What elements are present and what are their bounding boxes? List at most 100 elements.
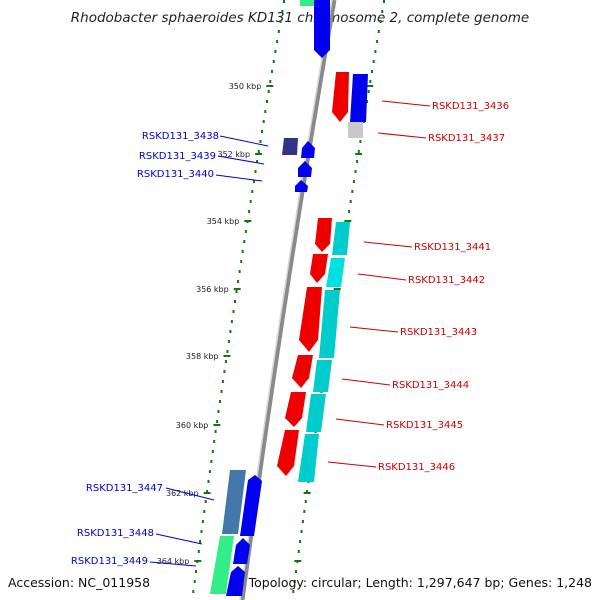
scale-tick-mark <box>303 492 311 494</box>
gene-cyan-3443[interactable] <box>319 290 340 358</box>
scale-dot <box>269 80 272 83</box>
scale-tick-mark <box>355 153 363 155</box>
scale-dot <box>235 290 238 293</box>
gene-3447-steel[interactable] <box>222 470 246 534</box>
gene-cyan-3444[interactable] <box>313 360 332 392</box>
gene-labels-right: RSKD131_3436 RSKD131_3437 RSKD131_3441 R… <box>378 101 509 473</box>
scale-tick-label: 352 kbp <box>217 150 250 159</box>
gene-label[interactable]: RSKD131_3443 <box>400 327 477 338</box>
scale-tick-label: 356 kbp <box>196 285 229 294</box>
gene-3438[interactable] <box>282 138 298 155</box>
scale-dot <box>241 250 244 253</box>
gene-3444[interactable] <box>292 355 313 388</box>
topology-text: Topology: circular; Length: 1,297,647 bp… <box>248 575 592 590</box>
gene-label[interactable]: RSKD131_3449 <box>71 556 148 567</box>
gene-3441[interactable] <box>315 218 332 252</box>
gene-label[interactable]: RSKD131_3446 <box>378 462 455 473</box>
gene-3439[interactable] <box>301 141 315 158</box>
gene-3436[interactable] <box>332 72 349 122</box>
scale-dot <box>232 310 235 313</box>
gene-3435-reverse[interactable] <box>314 0 330 58</box>
scale-dot <box>224 360 227 363</box>
scale-tick-mark <box>203 492 211 494</box>
scale-dot <box>257 150 260 153</box>
scale-dot <box>214 430 217 433</box>
scale-dot <box>238 270 241 273</box>
scale-dot <box>261 130 263 133</box>
scale-dot <box>216 420 219 423</box>
gene-green-top[interactable] <box>300 0 314 6</box>
gene-label[interactable]: RSKD131_3441 <box>414 242 491 253</box>
scale-dot <box>223 370 226 373</box>
gene-label[interactable]: RSKD131_3439 <box>139 151 216 162</box>
scale-dot <box>199 540 202 543</box>
scale-tick-label: 358 kbp <box>186 352 219 361</box>
gene-3448-green[interactable] <box>210 536 234 594</box>
scale-dot <box>306 490 309 493</box>
scale-tick-label: 362 kbp <box>166 489 199 498</box>
scale-tick-mark <box>213 424 221 426</box>
scale-tick-mark <box>366 85 374 87</box>
gene-3437[interactable] <box>350 74 368 122</box>
gene-label[interactable]: RSKD131_3444 <box>392 380 469 391</box>
gene-cyan-3441[interactable] <box>332 222 350 255</box>
scale-ticks: 350 kbp 352 kbp 354 kbp 356 kbp 358 kbp 360 k… <box>157 82 374 566</box>
gene-label[interactable]: RSKD131_3438 <box>142 131 219 142</box>
scale-dot <box>266 100 268 103</box>
scale-dot <box>379 20 382 23</box>
scale-dot <box>367 90 370 93</box>
scale-dot <box>267 90 270 93</box>
scale-tick-mark <box>344 220 352 222</box>
scale-dot <box>243 240 246 243</box>
gene-3446[interactable] <box>277 430 299 476</box>
scale-dot <box>210 460 213 463</box>
scale-dot <box>259 140 262 143</box>
scale-dot <box>304 500 307 503</box>
scale-tick-mark <box>294 560 302 562</box>
gene-3449[interactable] <box>226 566 245 596</box>
scale-dot <box>217 410 220 413</box>
gene-cyan-3446[interactable] <box>298 434 319 482</box>
scale-dot <box>237 280 240 283</box>
scale-dot <box>279 20 282 23</box>
scale-dot <box>204 500 207 503</box>
scale-dot <box>213 440 216 443</box>
scale-dot <box>354 170 357 173</box>
scale-tick-label: 364 kbp <box>157 557 190 566</box>
gene-3443[interactable] <box>299 287 322 352</box>
scale-dot <box>371 70 373 73</box>
gene-3442[interactable] <box>310 254 328 283</box>
gene-label[interactable]: RSKD131_3445 <box>386 420 463 431</box>
gene-label[interactable]: RSKD131_3437 <box>428 133 505 144</box>
scale-dot <box>299 540 302 543</box>
gene-3437-grey[interactable] <box>348 122 363 138</box>
scale-dot <box>281 10 284 13</box>
gene-label[interactable]: RSKD131_3440 <box>137 169 214 180</box>
map-title: Rhodobacter sphaeroides KD131 chromosome… <box>70 10 530 26</box>
gene-label[interactable]: RSKD131_3436 <box>432 101 509 112</box>
scale-dot <box>249 200 252 203</box>
scale-dot <box>203 510 206 513</box>
gene-cyan-3445[interactable] <box>306 394 326 432</box>
scale-dot <box>244 230 247 233</box>
gene-3447[interactable] <box>240 475 262 536</box>
scale-dot <box>264 110 267 113</box>
scale-dot <box>356 160 359 163</box>
scale-dot <box>351 190 354 193</box>
scale-dot <box>297 550 300 553</box>
scale-dot <box>252 180 255 183</box>
scale-dot <box>195 570 197 573</box>
gene-3448[interactable] <box>233 538 250 564</box>
scale-tick-mark <box>194 560 202 562</box>
gene-cyan-3442[interactable] <box>326 258 345 287</box>
scale-tick-label: 360 kbp <box>176 421 209 430</box>
gene-3440a[interactable] <box>298 161 312 177</box>
gene-3445[interactable] <box>285 392 306 427</box>
gene-label[interactable]: RSKD131_3447 <box>86 483 163 494</box>
gene-label[interactable]: RSKD131_3448 <box>77 528 154 539</box>
scale-dot <box>348 210 351 213</box>
gene-3440b[interactable] <box>295 180 308 192</box>
gene-label[interactable]: RSKD131_3442 <box>408 275 485 286</box>
scale-dot <box>377 30 380 33</box>
